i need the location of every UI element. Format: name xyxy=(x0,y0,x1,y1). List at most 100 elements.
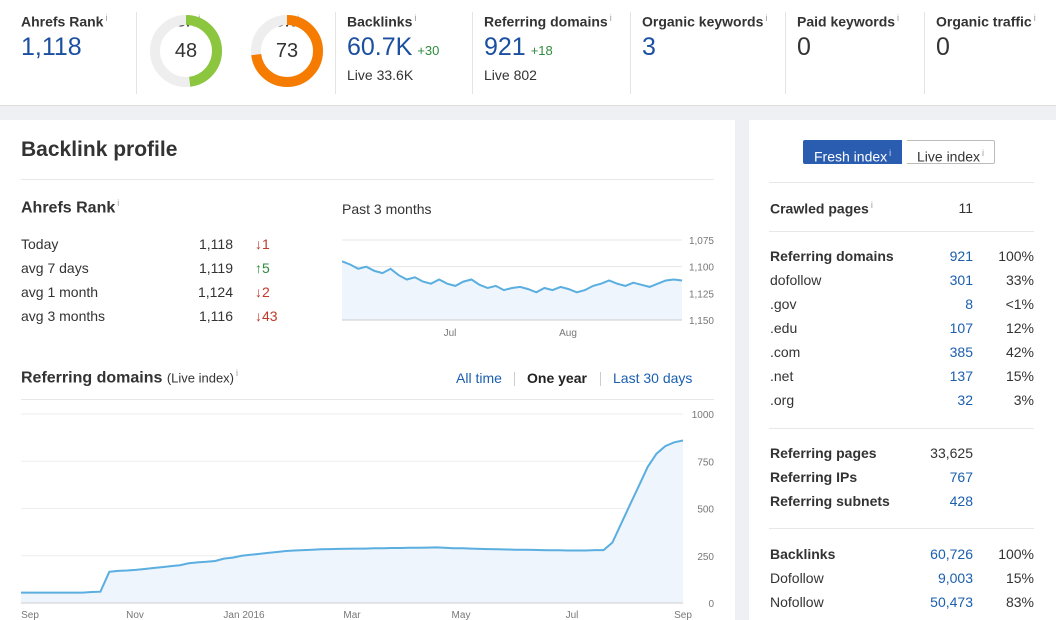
rank-history-chart[interactable]: 1,075 1,100 1,125 1,150 Jul Aug xyxy=(342,228,714,338)
backlink-profile-panel xyxy=(0,120,735,620)
metric-live: Live 802 xyxy=(484,66,537,83)
info-icon[interactable]: i xyxy=(236,368,239,378)
info-icon[interactable]: i xyxy=(105,13,108,23)
backlinks-label: Backlinks xyxy=(770,546,836,562)
y-tick-label: 1,150 xyxy=(689,316,714,327)
metric-label: Referring domains xyxy=(484,13,608,30)
x-tick-label: May xyxy=(452,610,471,620)
tab-one-year[interactable]: One year xyxy=(527,370,587,386)
arrow-up-icon: ↑ xyxy=(255,260,262,276)
metric-value: 921 xyxy=(484,32,526,61)
arrow-down-icon: ↓ xyxy=(255,236,262,252)
ref-domains-value[interactable]: 921 xyxy=(949,248,973,264)
divider xyxy=(335,12,336,94)
ref-domains-label: Referring domains xyxy=(770,248,894,264)
index-stats-sidebar xyxy=(749,120,1056,620)
dr-value: 73 xyxy=(275,40,299,62)
metric-ahrefs-rank[interactable]: Ahrefs Rank i 1,118 xyxy=(21,13,107,113)
ref-ips-value[interactable]: 767 xyxy=(949,469,973,485)
series-line xyxy=(21,439,684,594)
ur-gauge[interactable]: 48 xyxy=(149,14,223,88)
rank-row-change: ↓1 xyxy=(255,236,270,252)
breakdown-value[interactable]: 32 xyxy=(957,392,973,408)
rank-change-value: 2 xyxy=(262,284,270,300)
dr-gauge[interactable]: 73 xyxy=(250,14,324,88)
info-icon[interactable]: i xyxy=(414,13,417,23)
crawled-pages-label: Crawled pages i xyxy=(770,200,873,217)
live-index-button[interactable]: Live index i xyxy=(907,140,996,165)
ref-subnets-value[interactable]: 428 xyxy=(949,493,973,509)
breakdown-value[interactable]: 137 xyxy=(949,368,973,384)
backlinks-value[interactable]: 60,726 xyxy=(930,546,973,562)
metric-value: 0 xyxy=(936,32,950,61)
rank-row-label: avg 3 months xyxy=(21,308,106,324)
rank-change-value: 1 xyxy=(262,236,270,252)
info-icon[interactable]: i xyxy=(765,13,768,23)
referring-domains-chart[interactable]: 1000 750 500 250 0 Sep Nov Jan 2016 Mar May Jul Sep xyxy=(0,400,735,620)
info-icon[interactable]: i xyxy=(609,13,612,23)
divider xyxy=(472,12,473,94)
breakdown-value[interactable]: 9,003 xyxy=(937,570,973,586)
metric-organic-traffic[interactable]: Organic traffic i 0 xyxy=(936,13,1036,113)
x-tick-label: Jul xyxy=(444,328,457,338)
info-icon[interactable]: i xyxy=(897,13,900,23)
rank-row-value: 1,119 xyxy=(199,260,233,276)
info-icon[interactable]: i xyxy=(117,198,120,208)
x-tick-label: Mar xyxy=(343,610,361,620)
ref-subnets-label: Referring subnets xyxy=(770,493,890,509)
metric-organic-keywords[interactable]: Organic keywords i 3 xyxy=(642,13,767,113)
metric-label: Ahrefs Rank xyxy=(21,13,104,30)
metric-paid-keywords[interactable]: Paid keywords i 0 xyxy=(797,13,899,113)
y-tick-label: 1,100 xyxy=(689,263,714,274)
divider xyxy=(21,399,714,400)
y-tick-label: 0 xyxy=(708,599,714,610)
ref-domains-pct: 100% xyxy=(998,248,1034,264)
arrow-down-icon: ↓ xyxy=(255,308,262,324)
breakdown-value[interactable]: 8 xyxy=(965,296,973,312)
breakdown-label: .org xyxy=(770,392,795,408)
breakdown-value[interactable]: 107 xyxy=(949,320,973,336)
x-tick-label: Sep xyxy=(674,610,692,620)
y-tick-label: 250 xyxy=(697,552,714,563)
breakdown-pct: 33% xyxy=(1005,272,1034,288)
rank-row-value: 1,116 xyxy=(199,308,233,324)
breakdown-value[interactable]: 301 xyxy=(949,272,973,288)
metric-delta: +30 xyxy=(417,42,440,58)
metric-label: Backlinks xyxy=(347,13,413,30)
breakdown-pct: 12% xyxy=(1005,320,1034,336)
y-tick-label: 1,125 xyxy=(689,289,714,300)
tab-divider xyxy=(514,372,515,386)
x-tick-label: Jan 2016 xyxy=(223,610,265,620)
breakdown-pct: 83% xyxy=(1005,594,1034,610)
y-tick-label: 1000 xyxy=(692,410,715,421)
metric-backlinks[interactable]: Backlinks i 60.7K +30 Live 33.6K xyxy=(347,13,439,113)
rank-change-value: 5 xyxy=(262,260,270,276)
divider xyxy=(630,12,631,94)
info-icon[interactable]: i xyxy=(1033,13,1036,23)
series-line xyxy=(342,260,683,294)
fresh-index-button[interactable]: Fresh index i xyxy=(803,140,903,165)
divider xyxy=(21,179,714,180)
metric-delta: +18 xyxy=(530,42,553,58)
breakdown-value[interactable]: 385 xyxy=(949,344,973,360)
rank-row-value: 1,118 xyxy=(199,236,233,252)
tab-last-30-days[interactable]: Last 30 days xyxy=(613,370,693,386)
x-tick-label: Aug xyxy=(559,328,577,338)
metric-referring-domains[interactable]: Referring domains i 921 +18 Live 802 xyxy=(484,13,612,113)
breakdown-pct: 15% xyxy=(1005,570,1034,586)
page-title: Backlink profile xyxy=(21,138,178,161)
info-icon[interactable]: i xyxy=(870,200,873,210)
metric-label: Organic keywords xyxy=(642,13,764,30)
breakdown-pct: 42% xyxy=(1005,344,1034,360)
x-tick-label: Nov xyxy=(126,610,144,620)
divider xyxy=(785,12,786,94)
breakdown-pct: 15% xyxy=(1005,368,1034,384)
rank-row-change: ↓2 xyxy=(255,284,270,300)
x-tick-label: Jul xyxy=(566,610,579,620)
divider xyxy=(769,428,1034,429)
breakdown-pct: <1% xyxy=(1005,296,1034,312)
rank-row-value: 1,124 xyxy=(197,284,233,300)
breakdown-value[interactable]: 50,473 xyxy=(930,594,973,610)
metric-label: Paid keywords xyxy=(797,13,896,30)
tab-all-time[interactable]: All time xyxy=(456,370,502,386)
